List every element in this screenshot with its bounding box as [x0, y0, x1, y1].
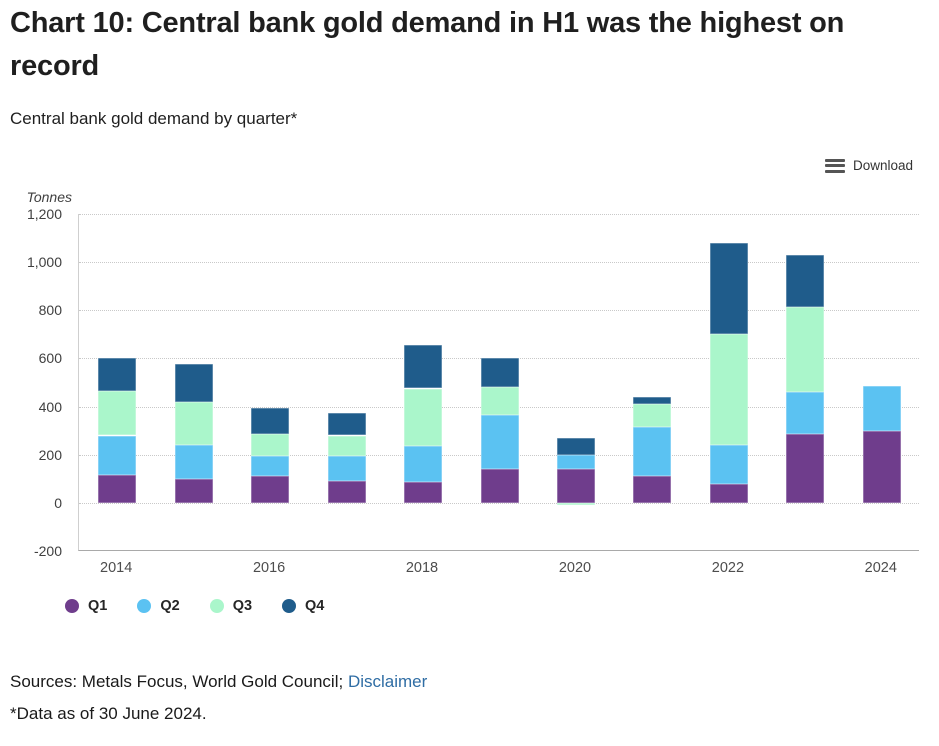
bar-segment-q1-2022[interactable]: [709, 483, 748, 503]
bar-segment-q2-2019[interactable]: [480, 415, 519, 470]
bar-segment-q2-2021[interactable]: [633, 427, 672, 477]
legend-marker-icon: [65, 599, 79, 613]
bar-segment-q3-2021[interactable]: [633, 404, 672, 428]
bar-segment-q3-2016[interactable]: [251, 434, 290, 456]
bar-segment-q4-2015[interactable]: [174, 364, 213, 402]
bar-segment-q4-2018[interactable]: [404, 345, 442, 389]
bar-segment-q3-2020[interactable]: [557, 502, 595, 506]
bar-segment-q1-2024[interactable]: [862, 430, 901, 503]
y-axis-tick-label: -200: [33, 543, 62, 559]
y-axis-tick-label: 0: [54, 494, 62, 511]
bar-segment-q4-2017[interactable]: [327, 412, 366, 436]
bar-segment-q3-2017[interactable]: [327, 435, 366, 456]
sources-text: Sources: Metals Focus, World Gold Counci…: [10, 670, 427, 694]
page-title: Chart 10: Central bank gold demand in H1…: [10, 7, 845, 82]
download-button[interactable]: Download: [823, 156, 915, 175]
bar-segment-q1-2023[interactable]: [786, 434, 825, 503]
y-axis-unit-label: Tonnes: [26, 189, 72, 205]
bar-segment-q3-2018[interactable]: [404, 388, 442, 447]
bar-segment-q2-2020[interactable]: [557, 454, 595, 470]
disclaimer-link[interactable]: Disclaimer: [347, 672, 428, 691]
x-axis-tick-label-2024: 2024: [864, 560, 897, 576]
legend-label: Q1: [88, 598, 108, 614]
bar-segment-q2-2015[interactable]: [174, 445, 213, 479]
bar-segment-q1-2018[interactable]: [404, 482, 442, 503]
sources-label: Sources: Metals Focus, World Gold Counci…: [10, 672, 348, 691]
bar-segment-q3-2014[interactable]: [98, 390, 137, 436]
bar-segment-q2-2022[interactable]: [709, 445, 748, 484]
bar-segment-q2-2014[interactable]: [98, 435, 137, 476]
bar-segment-q3-2019[interactable]: [480, 387, 519, 415]
gridline-1200: [79, 214, 919, 215]
bar-segment-q3-2023[interactable]: [786, 306, 825, 393]
bar-segment-q1-2014[interactable]: [98, 475, 137, 503]
bar-segment-q1-2016[interactable]: [251, 476, 290, 503]
legend-marker-icon: [137, 599, 152, 613]
chart-subtitle: Central bank gold demand by quarter*: [10, 109, 298, 128]
download-label: Download: [852, 158, 913, 173]
bar-segment-q1-2020[interactable]: [557, 469, 595, 503]
gridline-1000: [79, 262, 919, 264]
bar-segment-q4-2019[interactable]: [480, 358, 519, 388]
y-axis-tick-label: 200: [38, 446, 62, 463]
y-axis-tick-label: 1,200: [26, 206, 62, 222]
legend-item-q4[interactable]: Q4: [282, 598, 324, 614]
legend-marker-icon: [282, 599, 297, 613]
legend-label: Q3: [232, 598, 253, 614]
legend: Q1 Q2 Q3 Q4: [65, 598, 324, 614]
bar-segment-q2-2024[interactable]: [862, 386, 901, 431]
bar-segment-q1-2019[interactable]: [480, 469, 519, 503]
gridline-800: [79, 310, 919, 312]
bar-segment-q4-2023[interactable]: [786, 254, 825, 307]
legend-label: Q2: [160, 598, 180, 614]
y-axis-tick-label: 400: [38, 398, 62, 415]
y-axis-tick-label: 800: [38, 302, 62, 319]
bar-segment-q4-2021[interactable]: [633, 396, 672, 405]
x-axis-tick-label-2016: 2016: [252, 560, 286, 576]
legend-item-q2[interactable]: Q2: [137, 598, 180, 614]
x-axis-tick-label-2018: 2018: [405, 560, 439, 576]
bar-segment-q4-2022[interactable]: [709, 242, 748, 335]
x-axis-tick-label-2020: 2020: [558, 560, 592, 576]
y-axis-tick-label: 600: [38, 350, 62, 367]
bar-segment-q4-2020[interactable]: [557, 437, 595, 455]
gridline-0: [79, 502, 919, 504]
menu-icon: [824, 158, 845, 173]
x-axis-tick-label-2022: 2022: [711, 560, 745, 576]
legend-item-q1[interactable]: Q1: [65, 598, 107, 614]
bar-segment-q3-2015[interactable]: [174, 401, 213, 446]
bar-segment-q2-2018[interactable]: [404, 446, 442, 483]
legend-item-q3[interactable]: Q3: [209, 598, 253, 614]
footnote-text: *Data as of 30 June 2024.: [10, 704, 207, 723]
bar-segment-q1-2021[interactable]: [633, 476, 672, 503]
bar-segment-q2-2023[interactable]: [786, 392, 825, 435]
y-axis-tick-label: 1,000: [26, 254, 62, 271]
bar-segment-q1-2015[interactable]: [174, 478, 213, 503]
bar-segment-q2-2016[interactable]: [251, 455, 290, 477]
bar-segment-q4-2014[interactable]: [98, 358, 137, 391]
x-axis-tick-label-2014: 2014: [100, 560, 133, 576]
bar-segment-q2-2017[interactable]: [327, 455, 366, 482]
legend-label: Q4: [305, 598, 325, 614]
plot-area: [78, 214, 919, 551]
legend-marker-icon: [209, 599, 224, 613]
bar-segment-q1-2017[interactable]: [327, 481, 366, 503]
bar-segment-q4-2016[interactable]: [251, 407, 290, 435]
bar-segment-q3-2022[interactable]: [709, 334, 748, 446]
